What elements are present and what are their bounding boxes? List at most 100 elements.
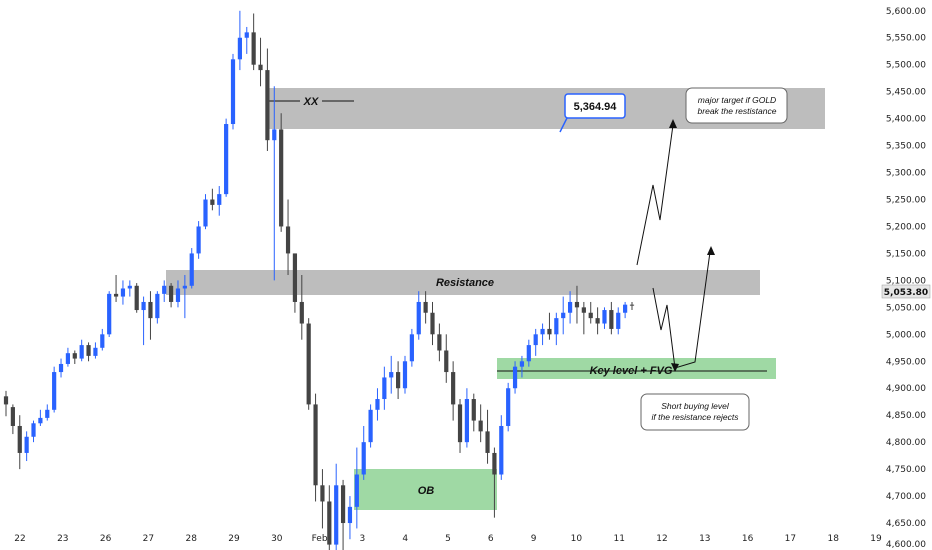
- candle-body: [113, 293, 119, 297]
- candle: [561, 296, 566, 335]
- candle: [285, 199, 291, 275]
- candle-body: [519, 361, 525, 367]
- candle: [375, 388, 380, 421]
- candle-body: [17, 425, 22, 453]
- x-tick-label: 4: [402, 534, 408, 544]
- candle: [162, 280, 167, 302]
- candle-body: [141, 301, 146, 311]
- candle: [437, 323, 442, 362]
- candle-body: [340, 485, 346, 524]
- candle: [299, 275, 304, 340]
- candle-body: [588, 312, 593, 319]
- zone-label-key-level-fvg: Key level + FVG: [590, 365, 673, 377]
- candle: [86, 342, 91, 362]
- candle-body: [3, 396, 9, 405]
- candle: [45, 404, 50, 421]
- candle-body: [409, 334, 414, 362]
- candle-body: [574, 301, 580, 308]
- candle: [588, 301, 593, 324]
- candle: [519, 355, 525, 378]
- candle-body: [533, 334, 538, 346]
- zone-label-xx: XX: [303, 96, 319, 108]
- projection-bullish-path: [636, 124, 674, 266]
- zone-resistance: [166, 270, 760, 295]
- candle-body: [499, 425, 504, 475]
- candle-body: [148, 301, 153, 319]
- candle-body: [437, 334, 442, 351]
- y-tick-label: 5,000.00: [886, 330, 926, 340]
- y-tick-label: 4,900.00: [886, 384, 926, 394]
- candle: [616, 307, 621, 335]
- candle: [155, 291, 160, 324]
- candle-body: [609, 310, 614, 329]
- x-axis: 22 23 26 27 28 29 30 Feb 3 4 5 6 9 10 11 12 13 16 17 18 19: [14, 534, 882, 544]
- candle: [141, 296, 146, 346]
- candle-body: [52, 372, 57, 410]
- candle: [237, 10, 242, 71]
- candle-body: [547, 328, 552, 335]
- candle: [457, 399, 463, 453]
- candle: [368, 404, 373, 448]
- candle-body: [354, 474, 359, 507]
- callout-box: [564, 93, 626, 119]
- candle: [602, 307, 607, 329]
- candle-body: [24, 436, 29, 453]
- y-tick-label: 4,950.00: [886, 357, 926, 367]
- candle: [189, 248, 194, 289]
- candle: [251, 13, 256, 71]
- zone-label-ob: OB: [418, 485, 435, 497]
- x-tick-label: Feb: [312, 534, 328, 544]
- y-tick-label: 5,200.00: [886, 222, 926, 232]
- candle: [423, 291, 428, 324]
- candle-body: [512, 366, 518, 389]
- x-tick-label: 18: [827, 534, 839, 544]
- candle: [65, 347, 71, 367]
- candle-body: [581, 307, 586, 313]
- candle: [389, 355, 394, 394]
- projection-arrowheads: [669, 119, 715, 372]
- y-tick-label: 5,300.00: [886, 169, 926, 179]
- candle-body: [86, 345, 91, 356]
- x-tick-label: 17: [785, 534, 796, 544]
- candle-body: [492, 452, 497, 475]
- candle-body: [368, 409, 373, 443]
- y-tick-label: 5,100.00: [886, 276, 926, 286]
- candle-body: [416, 301, 421, 335]
- x-tick-label: 22: [14, 534, 25, 544]
- y-tick-label: 5,150.00: [886, 249, 926, 259]
- candle-body: [616, 312, 621, 329]
- candle-body: [389, 372, 394, 378]
- candle-body: [595, 318, 600, 324]
- candle-body: [182, 285, 187, 289]
- candle-body: [65, 353, 71, 364]
- y-tick-label: 4,850.00: [886, 411, 926, 421]
- candle-body: [45, 409, 50, 418]
- candle-body: [540, 328, 545, 335]
- x-tick-label: 28: [185, 534, 197, 544]
- x-tick-label: 9: [531, 534, 537, 544]
- candle-body: [285, 226, 291, 254]
- y-tick-label: 5,600.00: [886, 7, 926, 17]
- candle-body: [127, 285, 132, 289]
- candle: [79, 339, 84, 362]
- current-price-tag-box: [881, 284, 931, 299]
- y-tick-label: 4,600.00: [886, 540, 926, 550]
- candle-body: [444, 350, 449, 373]
- x-tick-label: 12: [656, 534, 667, 544]
- candle: [430, 301, 435, 346]
- candle-body: [561, 312, 566, 319]
- candle: [478, 404, 483, 443]
- callout-value: 5,364.94: [574, 101, 618, 113]
- price-callout: 5,364.94: [559, 93, 626, 133]
- current-price-label: 5,053.80: [884, 288, 928, 298]
- projection-paths: [636, 124, 711, 369]
- candle-body: [79, 345, 84, 359]
- x-tick-label: 16: [742, 534, 754, 544]
- candle: [506, 382, 511, 432]
- candle-body: [134, 285, 139, 311]
- candle: [409, 328, 414, 367]
- candle-body: [457, 404, 463, 443]
- candle-body: [230, 59, 236, 125]
- candle: [540, 323, 545, 346]
